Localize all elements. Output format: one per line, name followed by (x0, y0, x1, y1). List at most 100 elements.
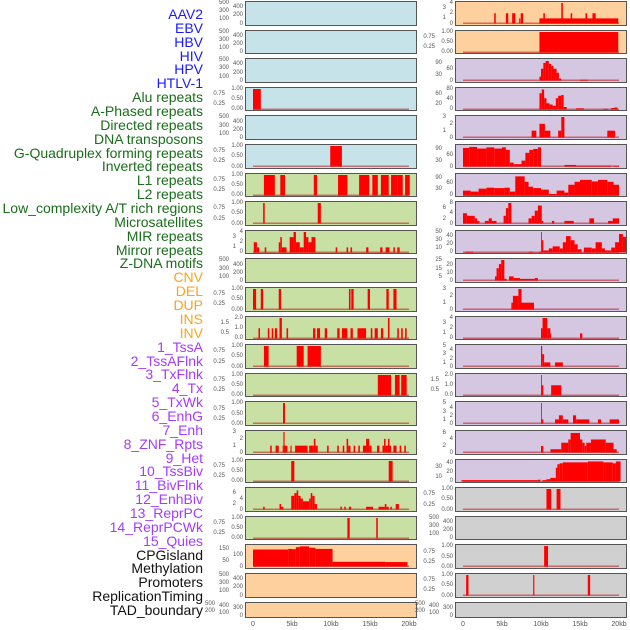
y-tick-label: 200 (414, 607, 425, 614)
data-bar (559, 248, 563, 253)
track-plot (246, 116, 416, 139)
data-bar (556, 190, 565, 196)
y-tick-label: 200 (232, 584, 243, 591)
y-tick-label: 0.75 (423, 33, 435, 40)
data-bar (300, 498, 303, 510)
y-tick-label: 4 (239, 228, 243, 235)
track-plot (253, 490, 409, 511)
data-bar (353, 445, 356, 453)
track-panel (245, 172, 417, 198)
y-tick-label: 1.5 (430, 376, 439, 383)
y-tick-label: 1.00 (441, 28, 453, 35)
data-bar (263, 174, 275, 196)
track-label: Microsatellites (114, 213, 203, 230)
baseline (463, 508, 619, 511)
data-bar (550, 477, 556, 482)
data-bar (337, 327, 340, 339)
data-bar (253, 289, 257, 310)
data-bar (362, 445, 367, 453)
y-tick-label: 0 (449, 535, 453, 542)
y-tick-label: 1.5 (220, 319, 229, 326)
y-tick-label: 0.25 (213, 215, 225, 222)
y-tick-label: 500 (218, 572, 229, 578)
track-panel (455, 287, 627, 312)
data-bar (486, 187, 495, 196)
y-tick-label: 150 (218, 546, 229, 553)
data-bar (518, 289, 522, 310)
track-panel (455, 1, 627, 26)
data-bar (558, 95, 562, 110)
data-bar (258, 327, 261, 339)
data-bar (284, 445, 288, 453)
data-bar (544, 546, 549, 567)
y-tick-label: 1.00 (231, 143, 243, 149)
y-tick-label: 0 (449, 220, 453, 227)
track-label: Mirror repeats (115, 241, 203, 258)
track-panel (455, 430, 627, 455)
data-bar (315, 445, 318, 453)
y-tick-label: 0 (239, 134, 243, 141)
y-tick-label: 10 (446, 269, 453, 276)
track-label: L2 repeats (136, 186, 203, 203)
track-plot (246, 603, 416, 617)
data-bar (309, 445, 314, 453)
data-bar (580, 332, 583, 339)
y-tick-label: 0.25 (213, 186, 225, 193)
y-tick-label: 0.50 (231, 353, 243, 360)
y-tick-label: 2.0 (234, 314, 243, 321)
y-tick-label: 4 (449, 436, 453, 443)
track-panel (245, 287, 417, 312)
data-bar (274, 327, 278, 339)
y-tick-label: 0 (239, 612, 243, 619)
y-tick-label: 1.00 (441, 486, 453, 493)
data-bar (541, 68, 544, 81)
track-label: 1_TssA (157, 338, 203, 355)
y-tick-label: 0.00 (231, 192, 243, 199)
data-bar (350, 327, 353, 339)
y-tick-label: 3 (442, 5, 446, 12)
data-bar (466, 216, 475, 224)
y-tick-label: 400 (232, 32, 243, 39)
data-bar (546, 478, 551, 482)
data-bar (572, 415, 577, 424)
data-bar (308, 242, 312, 253)
track-plot (253, 432, 409, 453)
data-bar (580, 179, 592, 196)
data-bar (556, 72, 559, 81)
track-label: HTLV-1 (156, 75, 203, 92)
data-bar (603, 461, 613, 482)
data-bar (552, 105, 556, 110)
track-plot (253, 460, 409, 482)
track-plot (246, 574, 416, 597)
y-tick-label: 0.00 (231, 392, 243, 399)
y-tick-label: 1 (442, 15, 446, 22)
data-bar (533, 187, 541, 196)
data-bar (561, 117, 565, 138)
y-tick-label: 0 (449, 420, 453, 427)
track-label: 4_Tx (171, 380, 203, 397)
track-label: TAD_boundary (109, 601, 203, 618)
data-bar (504, 279, 507, 281)
data-bar (603, 108, 609, 110)
data-bar (390, 506, 392, 510)
y-tick-label: 100 (218, 588, 229, 595)
y-tick-label: 500 (414, 600, 425, 607)
y-tick-label: 2 (442, 215, 446, 222)
data-bar (463, 190, 471, 196)
data-bar (470, 191, 479, 196)
data-bar (591, 181, 598, 196)
y-tick-label: 0.25 (213, 530, 225, 537)
data-bar (491, 221, 497, 224)
y-tick-label: 0.25 (423, 558, 435, 565)
data-bar (377, 374, 392, 396)
data-bar (503, 216, 506, 224)
y-tick-label: 0 (239, 277, 243, 284)
data-bar (366, 438, 370, 453)
data-bar (558, 131, 562, 138)
data-bar (505, 149, 510, 167)
data-bar (341, 327, 348, 339)
data-bar (558, 78, 562, 81)
y-tick-label: 0.50 (231, 96, 243, 103)
data-bar (529, 149, 534, 167)
y-tick-label: 0.50 (441, 38, 453, 45)
